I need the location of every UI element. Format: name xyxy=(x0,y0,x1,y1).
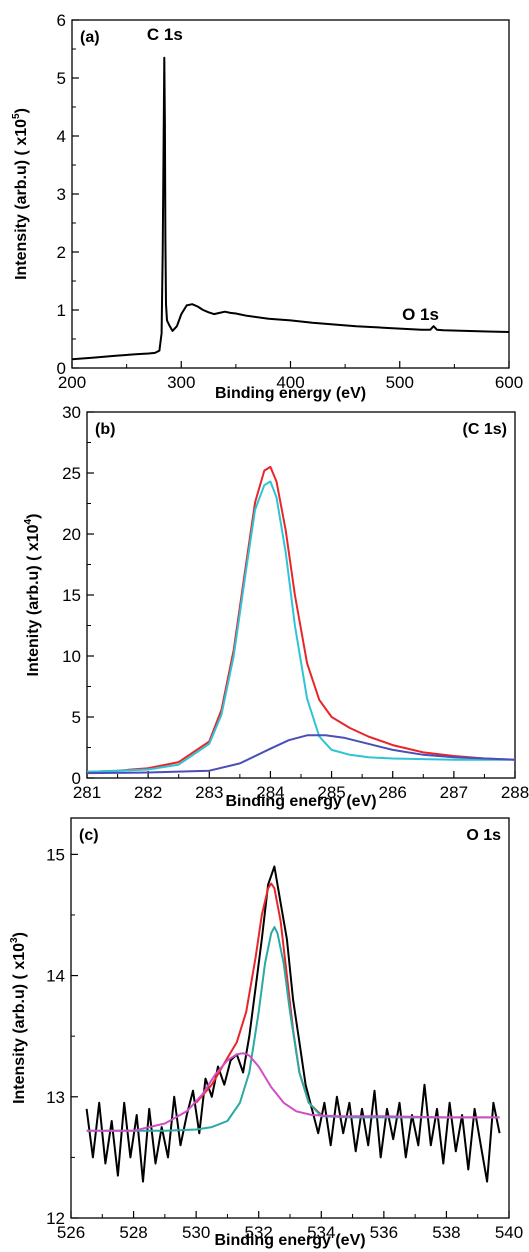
series-line-1 xyxy=(85,865,501,1183)
x-tick-label: 288 xyxy=(501,783,529,802)
x-tick-label: 528 xyxy=(119,1223,147,1242)
panel-c: 526 528 530 532 534 536 538 540 12 13 14 15 Binding … xyxy=(9,817,523,1249)
y-tick-label: 15 xyxy=(46,845,65,864)
y-tick-label: 14 xyxy=(46,967,65,986)
series-line-4 xyxy=(86,1052,500,1132)
series-line-2 xyxy=(86,480,515,773)
series-line-1 xyxy=(71,56,510,361)
x-axis-title: Binding energy (eV) xyxy=(215,385,366,402)
series-line-3 xyxy=(86,926,500,1132)
y-tick-label: 4 xyxy=(57,127,66,146)
series-line-3 xyxy=(86,734,516,775)
y-tick-label: 30 xyxy=(62,403,81,422)
panel-label: (c) xyxy=(79,827,99,844)
x-tick-label: 532 xyxy=(245,1223,273,1242)
x-tick-label: 283 xyxy=(195,783,223,802)
x-tick-label: 600 xyxy=(495,373,523,392)
x-tick-label: 300 xyxy=(167,373,195,392)
y-tick-label: 6 xyxy=(57,11,66,30)
panel-a: 200 300 400 500 600 0 1 2 3 4 5 6 Binding energy (eV… xyxy=(11,11,523,402)
x-tick-label: 287 xyxy=(440,783,468,802)
y-tick-label: 15 xyxy=(62,586,81,605)
x-tick-label: 284 xyxy=(256,783,284,802)
y-axis-title: Intensity (arb.u) ( x105) xyxy=(11,108,30,280)
y-tick-label: 0 xyxy=(72,769,81,788)
corner-label: O 1s xyxy=(466,827,501,844)
y-axis-title: Intenity (arb.u) ( x104) xyxy=(23,514,42,677)
y-tick-label: 13 xyxy=(46,1088,65,1107)
x-tick-label: 540 xyxy=(495,1223,523,1242)
x-tick-label: 538 xyxy=(432,1223,460,1242)
x-axis-title: Binding energy (eV) xyxy=(214,1232,365,1249)
x-tick-label: 282 xyxy=(134,783,162,802)
x-tick-label: 285 xyxy=(317,783,345,802)
y-tick-label: 5 xyxy=(72,708,81,727)
x-tick-label: 526 xyxy=(57,1223,85,1242)
x-tick-label: 281 xyxy=(73,783,101,802)
y-tick-label: 2 xyxy=(57,243,66,262)
x-tick-label: 530 xyxy=(182,1223,210,1242)
y-tick-label: 5 xyxy=(57,69,66,88)
peak-annotation: O 1s xyxy=(402,305,439,324)
plot-frame xyxy=(86,411,516,779)
x-tick-label: 200 xyxy=(58,373,86,392)
x-tick-label: 500 xyxy=(386,373,414,392)
y-axis-title: Intensity (arb.u) ( x103) xyxy=(9,932,28,1104)
x-tick-label: 534 xyxy=(307,1223,335,1242)
y-tick-label: 12 xyxy=(46,1209,65,1228)
panel-b: 281 282 283 284 285 286 287 288 0 5 10 15 20 25 30 Bind… xyxy=(23,403,529,810)
y-tick-label: 3 xyxy=(57,185,66,204)
y-tick-label: 0 xyxy=(57,359,66,378)
y-tick-label: 20 xyxy=(62,525,81,544)
y-tick-label: 25 xyxy=(62,464,81,483)
x-tick-label: 400 xyxy=(276,373,304,392)
x-tick-label: 286 xyxy=(379,783,407,802)
plot-frame xyxy=(71,19,510,369)
y-tick-label: 10 xyxy=(62,647,81,666)
corner-label: (C 1s) xyxy=(463,421,507,438)
series-line-1 xyxy=(86,465,516,773)
y-tick-label: 1 xyxy=(57,301,66,320)
panel-label: (a) xyxy=(80,29,100,46)
peak-annotation: C 1s xyxy=(147,25,183,44)
x-axis-title: Binding energy (eV) xyxy=(225,793,376,810)
x-tick-label: 536 xyxy=(370,1223,398,1242)
panel-label: (b) xyxy=(95,421,115,438)
